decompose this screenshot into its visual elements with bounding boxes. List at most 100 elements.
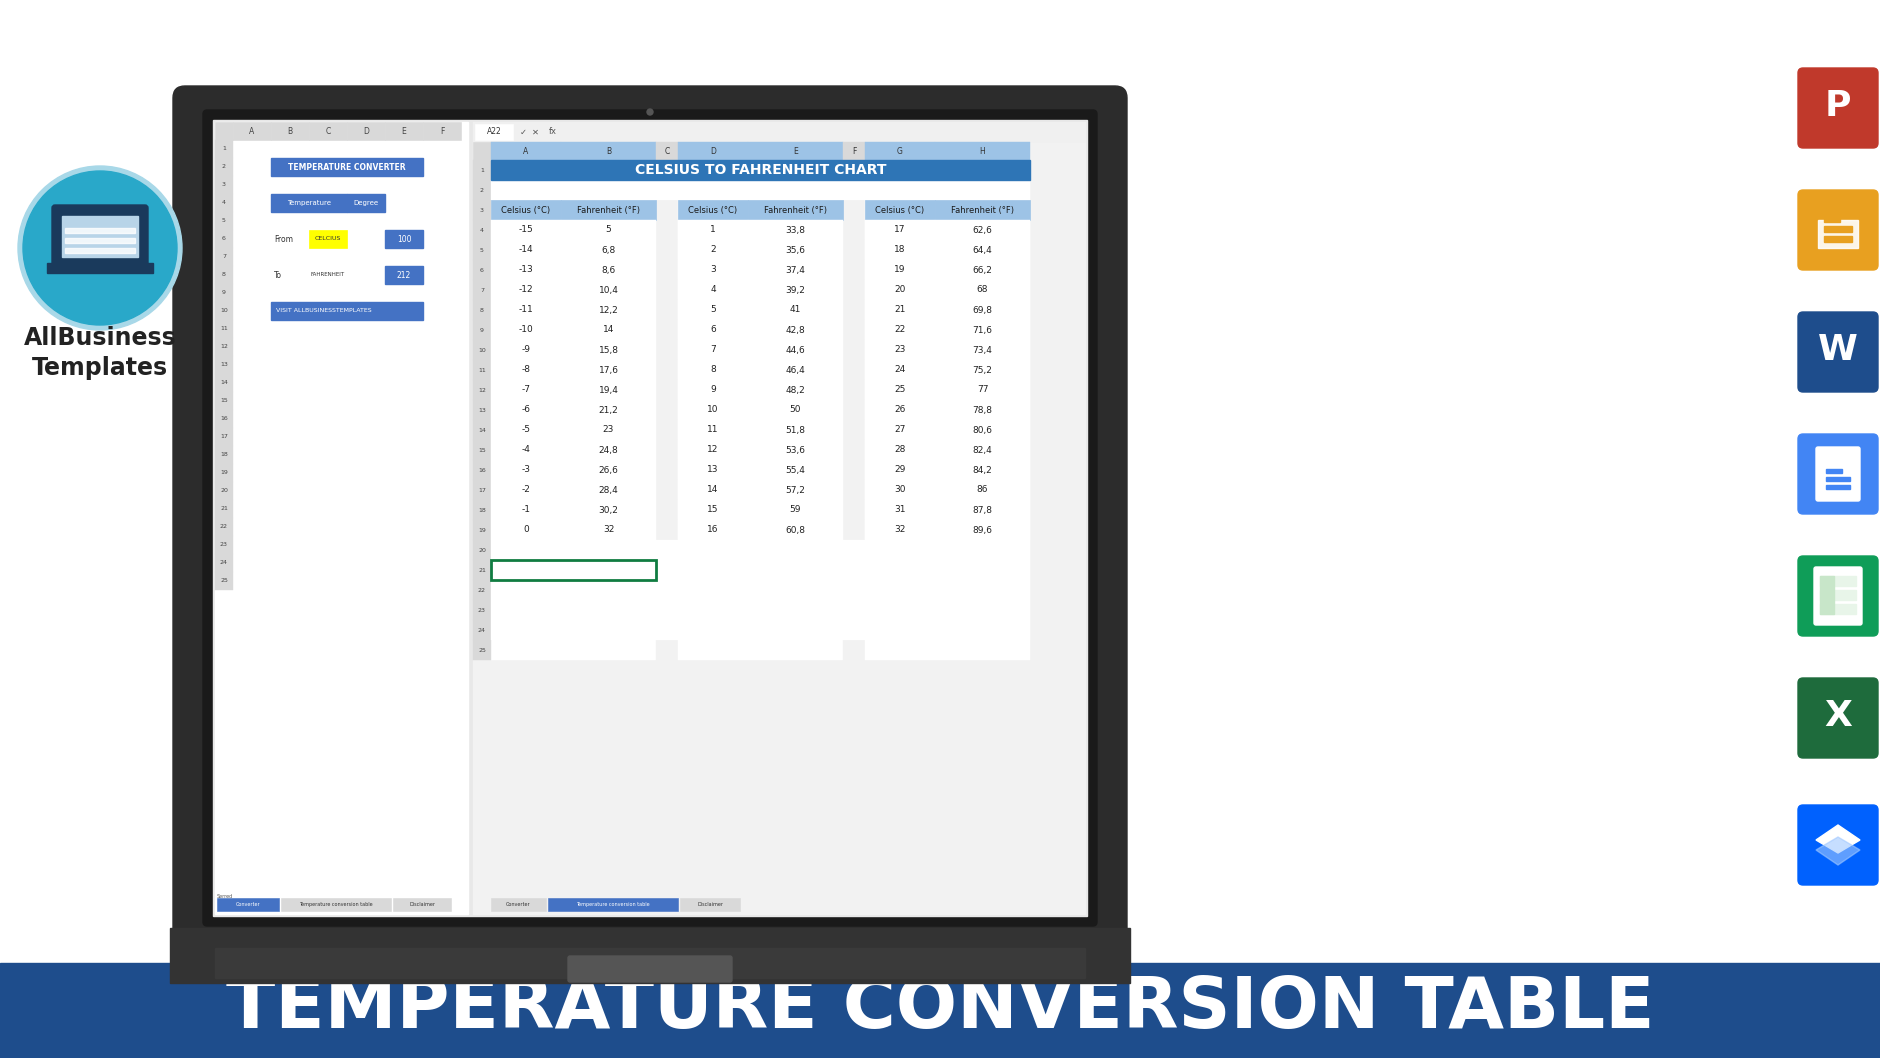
- Bar: [865, 380, 934, 400]
- Bar: [865, 480, 934, 500]
- Bar: [656, 600, 677, 620]
- Text: -5: -5: [521, 425, 530, 435]
- Bar: [393, 898, 451, 911]
- Bar: [66, 238, 135, 243]
- Bar: [934, 400, 1030, 420]
- Bar: [842, 600, 865, 620]
- Text: 16: 16: [220, 417, 227, 421]
- Bar: [748, 220, 842, 240]
- Bar: [865, 240, 934, 260]
- Text: 71,6: 71,6: [972, 326, 993, 334]
- Text: 41: 41: [790, 306, 801, 314]
- Text: 39,2: 39,2: [786, 286, 805, 294]
- Bar: [560, 460, 656, 480]
- Bar: [656, 480, 677, 500]
- Bar: [748, 500, 842, 519]
- Bar: [472, 480, 491, 500]
- Bar: [491, 480, 560, 500]
- Bar: [842, 260, 865, 280]
- Bar: [472, 440, 491, 460]
- Bar: [233, 411, 271, 428]
- Bar: [677, 460, 748, 480]
- Text: 19,4: 19,4: [598, 385, 619, 395]
- Circle shape: [19, 166, 182, 330]
- Bar: [385, 284, 423, 302]
- Text: FAHRENHEIT: FAHRENHEIT: [310, 273, 344, 277]
- Bar: [865, 600, 934, 620]
- Bar: [472, 519, 491, 540]
- Bar: [385, 230, 423, 248]
- Bar: [560, 519, 656, 540]
- Bar: [491, 200, 560, 220]
- Bar: [1825, 485, 1850, 489]
- Bar: [748, 360, 842, 380]
- Bar: [842, 360, 865, 380]
- Bar: [233, 536, 271, 554]
- Bar: [491, 300, 560, 320]
- Bar: [214, 554, 233, 572]
- Text: 23: 23: [602, 425, 615, 435]
- Bar: [842, 420, 865, 440]
- Bar: [214, 482, 233, 500]
- Bar: [491, 600, 1030, 620]
- Bar: [677, 240, 748, 260]
- Bar: [934, 160, 1030, 180]
- Bar: [656, 560, 677, 580]
- Bar: [491, 260, 560, 280]
- Bar: [934, 560, 1030, 580]
- Bar: [233, 518, 271, 536]
- Bar: [271, 536, 308, 554]
- Bar: [346, 338, 385, 355]
- Bar: [865, 420, 934, 440]
- Text: 32: 32: [893, 526, 904, 534]
- Bar: [865, 260, 934, 280]
- Bar: [491, 519, 560, 540]
- Bar: [47, 263, 152, 273]
- Bar: [385, 302, 423, 320]
- Bar: [472, 640, 491, 660]
- Bar: [385, 446, 423, 464]
- Bar: [677, 500, 748, 519]
- Bar: [865, 340, 934, 360]
- Bar: [491, 519, 560, 540]
- Bar: [748, 180, 842, 200]
- Bar: [560, 142, 656, 160]
- Text: 77: 77: [976, 385, 987, 395]
- Bar: [677, 500, 748, 519]
- Text: 37,4: 37,4: [786, 266, 805, 274]
- Bar: [865, 200, 934, 220]
- Bar: [491, 200, 560, 220]
- Text: 4: 4: [711, 286, 716, 294]
- Bar: [214, 393, 233, 411]
- Bar: [346, 411, 385, 428]
- Bar: [748, 480, 842, 500]
- Bar: [865, 480, 934, 500]
- Bar: [748, 519, 842, 540]
- Bar: [308, 428, 346, 446]
- Text: C: C: [664, 146, 669, 156]
- Bar: [472, 220, 491, 240]
- Bar: [385, 266, 423, 284]
- Bar: [491, 360, 560, 380]
- Text: 9: 9: [711, 385, 716, 395]
- Text: G: G: [897, 146, 902, 156]
- Bar: [656, 640, 677, 660]
- Text: 27: 27: [893, 425, 904, 435]
- Text: 17,6: 17,6: [598, 365, 619, 375]
- Bar: [560, 440, 656, 460]
- Text: -9: -9: [521, 346, 530, 354]
- Bar: [842, 142, 865, 160]
- Text: Fahrenheit (°F): Fahrenheit (°F): [577, 205, 639, 215]
- Bar: [472, 122, 1085, 142]
- Text: 13: 13: [707, 466, 718, 474]
- Bar: [308, 158, 346, 176]
- Bar: [677, 142, 748, 160]
- Bar: [491, 180, 1030, 200]
- FancyBboxPatch shape: [1797, 434, 1876, 514]
- Bar: [308, 411, 346, 428]
- Bar: [308, 248, 346, 266]
- Bar: [748, 220, 842, 240]
- Bar: [491, 500, 560, 519]
- Bar: [677, 380, 748, 400]
- Bar: [656, 380, 677, 400]
